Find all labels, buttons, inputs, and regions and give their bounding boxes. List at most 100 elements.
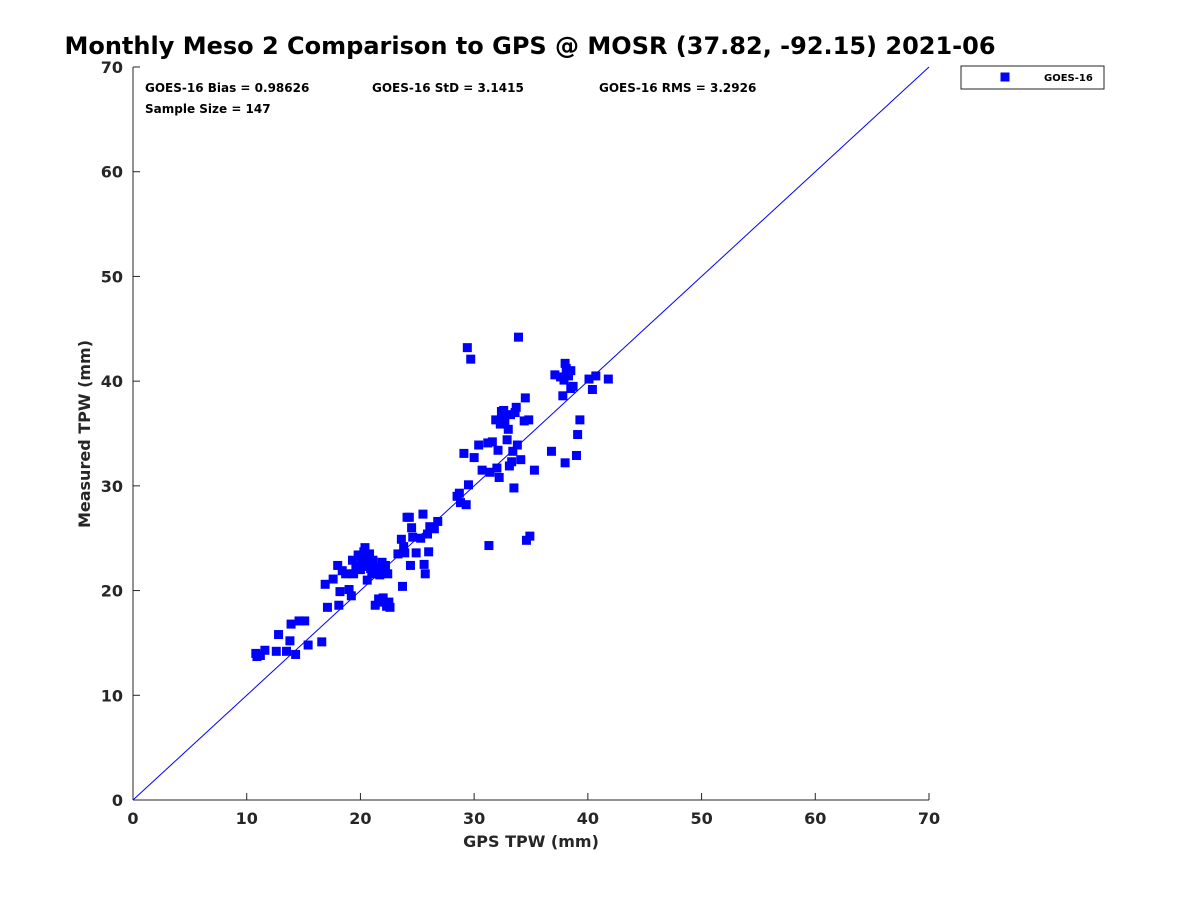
legend-entry-goes16: GOES-16	[1044, 73, 1093, 84]
data-point	[566, 366, 576, 376]
data-point	[484, 541, 494, 551]
data-point	[493, 445, 503, 455]
data-point	[584, 374, 594, 384]
data-point	[499, 405, 509, 415]
data-point	[355, 565, 365, 575]
data-point	[400, 548, 410, 558]
data-point	[485, 467, 495, 477]
plot-area	[132, 66, 930, 801]
data-point	[375, 570, 385, 580]
x-axis-label: GPS TPW (mm)	[463, 832, 599, 851]
data-point	[274, 630, 284, 640]
data-point	[483, 438, 493, 448]
x-tick-label: 20	[349, 809, 371, 828]
data-points-group	[251, 332, 613, 662]
data-point	[407, 523, 417, 533]
data-point	[469, 453, 479, 463]
data-point	[513, 332, 523, 342]
data-point	[317, 637, 327, 647]
data-point	[405, 560, 415, 570]
data-point	[294, 616, 304, 626]
data-point	[525, 531, 535, 541]
data-point	[384, 597, 394, 607]
statistics-annotations: GOES-16 Bias = 0.98626 GOES-16 StD = 3.1…	[145, 81, 756, 116]
data-point	[429, 524, 439, 534]
x-tick-label: 70	[918, 809, 940, 828]
data-point	[546, 446, 556, 456]
x-tick-label: 60	[804, 809, 826, 828]
data-point	[560, 458, 570, 468]
data-point	[357, 553, 367, 563]
data-point	[344, 585, 354, 595]
data-point	[300, 616, 310, 626]
data-point	[560, 358, 570, 368]
data-point	[491, 415, 501, 425]
y-tick-label: 70	[101, 58, 123, 77]
data-point	[571, 450, 581, 460]
y-tick-label: 60	[101, 163, 123, 182]
legend: GOES-16	[960, 65, 1105, 90]
data-point	[303, 640, 313, 650]
data-point	[512, 440, 522, 450]
data-point	[587, 385, 597, 395]
y-axis-ticks: 0 10 20 30 40 50 60 70	[101, 58, 140, 810]
data-point	[462, 343, 472, 353]
data-point	[519, 416, 529, 426]
data-point	[573, 430, 583, 440]
y-axis-label: Measured TPW (mm)	[75, 340, 94, 528]
x-tick-label: 50	[690, 809, 712, 828]
data-point	[507, 457, 517, 467]
data-point	[459, 448, 469, 458]
data-point	[368, 555, 378, 565]
y-tick-label: 30	[101, 477, 123, 496]
data-point	[349, 569, 359, 579]
data-point	[575, 415, 585, 425]
data-point	[529, 465, 539, 475]
y-tick-label: 0	[112, 791, 123, 810]
data-point	[416, 533, 426, 543]
data-point	[363, 556, 373, 566]
x-tick-label: 40	[577, 809, 599, 828]
data-point	[398, 581, 408, 591]
data-point	[510, 408, 520, 418]
x-axis-ticks: 0 10 20 30 40 50 60 70	[127, 793, 940, 828]
data-point	[351, 561, 361, 571]
x-tick-label: 30	[463, 809, 485, 828]
std-stat: GOES-16 StD = 3.1415	[372, 81, 524, 95]
data-point	[603, 374, 613, 384]
data-point	[372, 563, 382, 573]
data-point	[591, 371, 601, 381]
y-tick-label: 20	[101, 582, 123, 601]
sample-size-stat: Sample Size = 147	[145, 102, 271, 116]
data-point	[474, 440, 484, 450]
x-tick-label: 10	[236, 809, 258, 828]
data-point	[399, 542, 409, 552]
rms-stat: GOES-16 RMS = 3.2926	[599, 81, 756, 95]
data-point	[461, 500, 471, 510]
data-point	[495, 419, 505, 429]
data-point	[396, 534, 406, 544]
data-point	[463, 480, 473, 490]
data-point	[511, 402, 521, 412]
data-point	[420, 569, 430, 579]
data-point	[492, 463, 502, 473]
data-point	[411, 548, 421, 558]
data-point	[494, 472, 504, 482]
data-point	[255, 650, 265, 660]
data-point	[335, 587, 345, 597]
x-tick-label: 0	[127, 809, 138, 828]
data-point	[333, 560, 343, 570]
data-point	[320, 579, 330, 589]
data-point	[418, 509, 428, 519]
data-point	[365, 549, 375, 559]
data-point	[362, 575, 372, 585]
data-point	[477, 465, 487, 475]
data-point	[346, 591, 356, 601]
data-point	[360, 543, 370, 553]
data-point	[516, 455, 526, 465]
data-point	[282, 646, 292, 656]
data-point	[558, 391, 568, 401]
y-tick-label: 40	[101, 372, 123, 391]
